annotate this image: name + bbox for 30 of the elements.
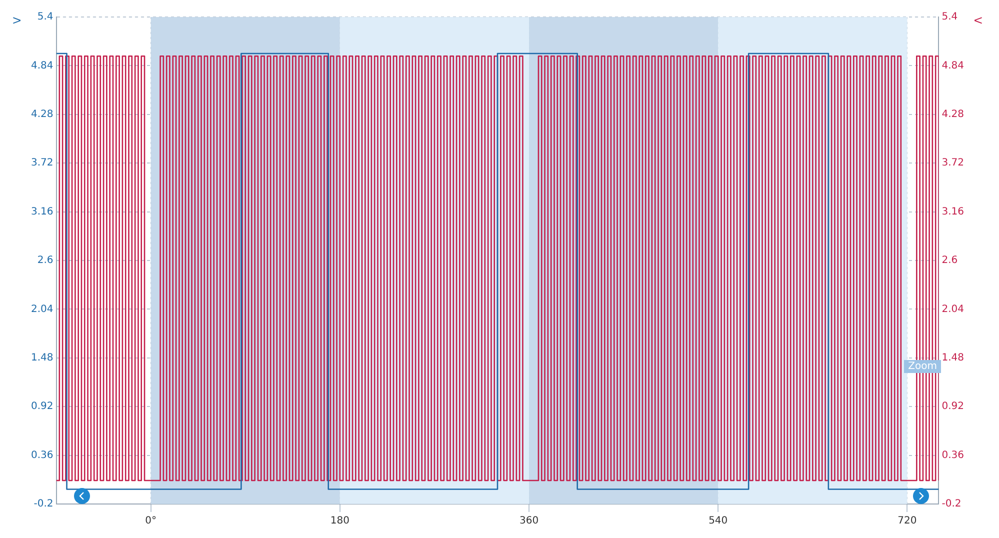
y-tick-label: 0.36 [31,450,54,461]
y-tick-label: 4.28 [31,108,54,120]
y-tick-label: 3.16 [31,206,54,218]
y-tick-label: 4.84 [31,60,54,72]
y2-tick-label: 3.16 [942,206,964,218]
y2-tick-label: -0.2 [942,498,962,510]
y-tick-label: 2.04 [31,304,54,315]
x-tick-label: 0° [145,516,157,527]
y2-tick-label: 4.84 [942,60,964,72]
x-tick-label: 720 [898,516,917,527]
x-tick-label: 180 [330,516,350,527]
y2-axis-title: V [971,17,982,24]
y2-tick-label: 2.6 [942,255,958,266]
zoom-panel: Zoom [904,360,941,373]
y-tick-label: 2.6 [37,255,54,266]
y-tick-label: 0.92 [31,401,54,412]
y-tick-label: 5.4 [37,12,54,23]
y2-tick-label: 0.92 [942,401,964,412]
y-tick-label: 1.48 [31,352,54,364]
y-tick-label: -0.2 [34,498,54,510]
y2-tick-label: 3.72 [942,158,964,169]
y2-tick-label: 4.28 [942,108,964,120]
y2-tick-label: 5.4 [942,12,958,23]
y-axis-title: V [12,16,24,24]
y2-tick-label: 1.48 [942,352,964,364]
y-tick-label: 3.72 [31,158,54,169]
y2-tick-label: 2.04 [942,304,964,315]
x-tick-label: 540 [708,516,728,527]
x-tick-label: 360 [519,516,539,527]
y2-tick-label: 0.36 [942,450,964,461]
